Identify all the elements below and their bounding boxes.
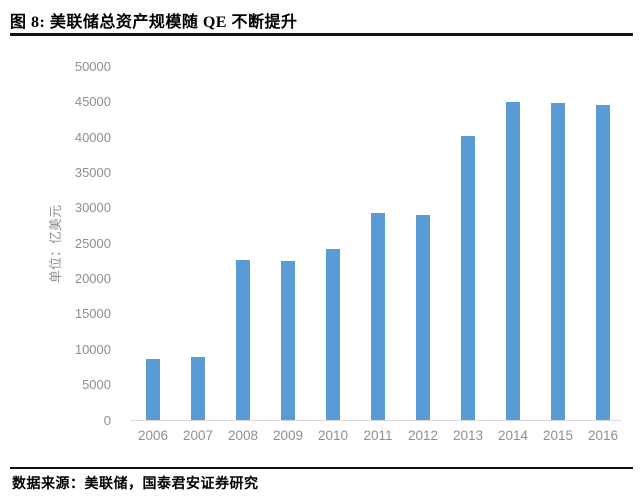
x-tick-label: 2008 [227, 428, 259, 443]
y-tick-label: 0 [103, 412, 111, 428]
y-tick-label: 5000 [82, 377, 111, 393]
bar-2011 [371, 213, 385, 421]
x-tick-label: 2014 [497, 428, 529, 443]
bar-2008 [236, 260, 250, 421]
figure-title: 图 8: 美联储总资产规模随 QE 不断提升 [10, 14, 298, 31]
bar-2009 [281, 261, 295, 421]
x-tick-label: 2009 [272, 428, 304, 443]
x-tick-label: 2006 [137, 428, 169, 443]
bar-2007 [191, 356, 205, 421]
y-tick-label: 25000 [74, 235, 111, 251]
bar-2016 [596, 105, 610, 421]
bar-2012 [416, 215, 430, 421]
bar-2006 [146, 358, 160, 421]
x-tick-label: 2011 [363, 428, 393, 443]
data-source: 数据来源：美联储，国泰君安证券研究 [12, 477, 259, 492]
y-tick-label: 30000 [74, 200, 111, 216]
x-tick-label: 2007 [182, 428, 214, 443]
y-tick-label: 35000 [74, 165, 111, 181]
y-tick-label: 10000 [74, 341, 111, 357]
y-tick-label: 45000 [74, 94, 111, 110]
bar-2010 [326, 248, 340, 421]
bar-2014 [506, 102, 520, 421]
y-tick-label: 50000 [74, 59, 111, 74]
y-tick-label: 20000 [74, 271, 111, 287]
bar-2013 [461, 135, 475, 421]
y-tick-label: 15000 [74, 306, 111, 322]
x-tick-label: 2013 [452, 428, 484, 443]
y-tick-label: 40000 [74, 129, 111, 145]
x-tick-label: 2015 [542, 428, 574, 443]
bar-2015 [551, 103, 565, 421]
title-divider [10, 33, 633, 36]
x-tick-label: 2016 [587, 428, 619, 443]
footer-divider [10, 467, 633, 469]
x-tick-label: 2010 [317, 428, 349, 443]
x-tick-label: 2012 [407, 428, 439, 443]
